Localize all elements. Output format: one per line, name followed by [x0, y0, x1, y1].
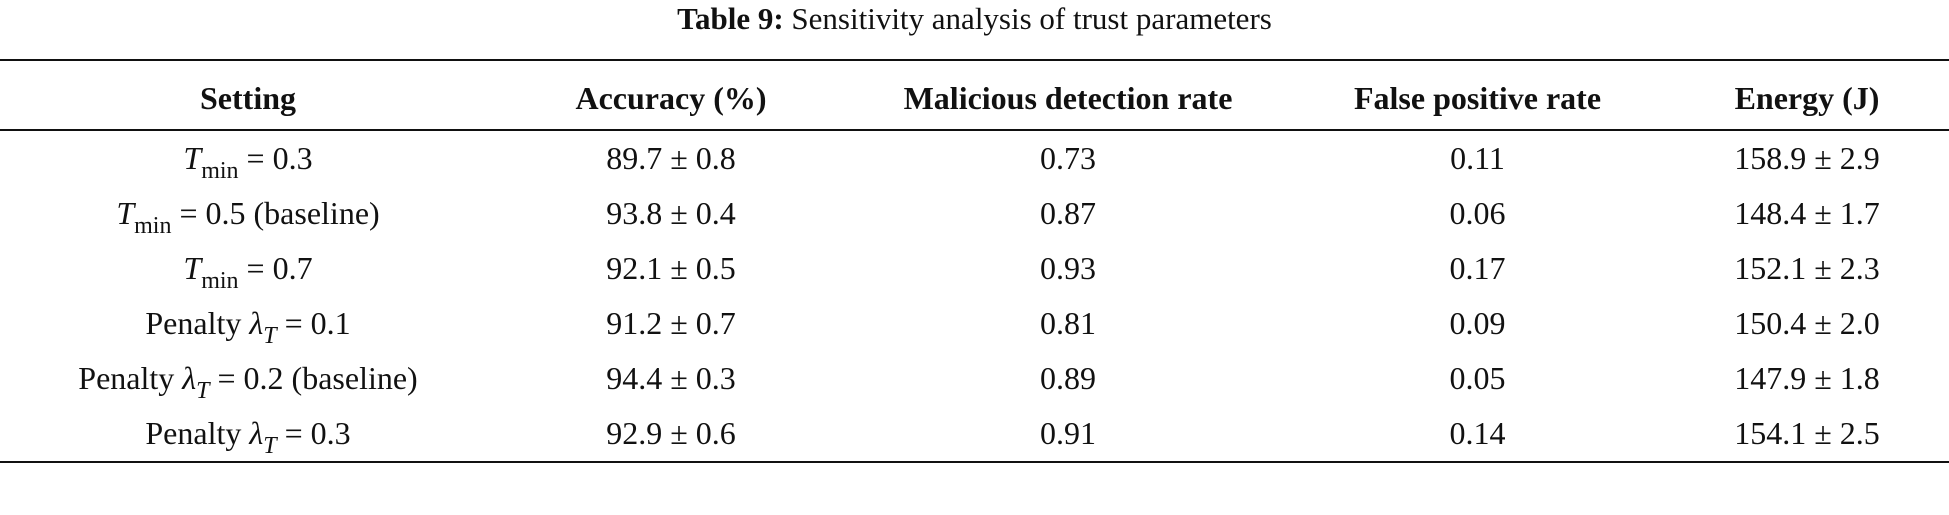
cell-setting: Tmin = 0.7 — [0, 241, 496, 296]
cell-accuracy: 92.9 ± 0.6 — [606, 415, 736, 451]
header-false-positive-rate: False positive rate — [1353, 79, 1602, 116]
cell-energy: 154.1 ± 2.5 — [1734, 415, 1880, 451]
setting-value: = 0.2 (baseline) — [209, 360, 418, 396]
setting-symbol: λ — [249, 415, 264, 451]
setting-subscript: T — [263, 323, 277, 349]
cell-energy: 147.9 ± 1.8 — [1734, 360, 1880, 396]
cell-setting: Penalty λT = 0.2 (baseline) — [0, 351, 496, 406]
cell-accuracy: 94.4 ± 0.3 — [606, 360, 736, 396]
header-setting: Setting — [200, 79, 296, 116]
sensitivity-table: Setting Accuracy (%) Malicious detection… — [0, 59, 1949, 463]
caption-text: Sensitivity analysis of trust parameters — [791, 1, 1272, 36]
cell-detection-rate: 0.73 — [1040, 140, 1096, 176]
table-header: Setting Accuracy (%) Malicious detection… — [0, 60, 1949, 130]
table-row: Tmin = 0.5 (baseline) 93.8 ± 0.4 0.87 0.… — [0, 186, 1949, 241]
setting-value: = 0.5 (baseline) — [171, 195, 380, 231]
cell-setting: Penalty λT = 0.3 — [0, 406, 496, 462]
cell-false-positive-rate: 0.05 — [1449, 360, 1506, 396]
cell-accuracy: 93.8 ± 0.4 — [606, 195, 736, 231]
cell-false-positive-rate: 0.17 — [1449, 250, 1506, 286]
cell-false-positive-rate: 0.09 — [1449, 305, 1506, 341]
table-row: Tmin = 0.7 92.1 ± 0.5 0.93 0.17 152.1 ± … — [0, 241, 1949, 296]
cell-energy: 148.4 ± 1.7 — [1734, 195, 1880, 231]
table-container: Setting Accuracy (%) Malicious detection… — [0, 59, 1949, 463]
cell-false-positive-rate: 0.14 — [1449, 415, 1506, 451]
cell-energy: 158.9 ± 2.9 — [1734, 140, 1880, 176]
header-energy: Energy (J) — [1734, 79, 1880, 116]
setting-symbol: λ — [182, 360, 197, 396]
cell-accuracy: 91.2 ± 0.7 — [606, 305, 736, 341]
setting-subscript: T — [196, 378, 210, 404]
setting-value: = 0.1 — [276, 305, 351, 341]
cell-setting: Tmin = 0.5 (baseline) — [0, 186, 496, 241]
table-row: Penalty λT = 0.3 92.9 ± 0.6 0.91 0.14 15… — [0, 406, 1949, 462]
setting-prefix: Penalty — [78, 360, 183, 396]
cell-setting: Tmin = 0.3 — [0, 130, 496, 186]
setting-subscript: T — [263, 433, 277, 459]
table-row: Penalty λT = 0.1 91.2 ± 0.7 0.81 0.09 15… — [0, 296, 1949, 351]
cell-energy: 152.1 ± 2.3 — [1734, 250, 1880, 286]
cell-detection-rate: 0.89 — [1040, 360, 1096, 396]
setting-prefix: Penalty — [145, 415, 250, 451]
cell-detection-rate: 0.81 — [1040, 305, 1096, 341]
setting-symbol: λ — [249, 305, 264, 341]
cell-accuracy: 92.1 ± 0.5 — [606, 250, 736, 286]
cell-detection-rate: 0.87 — [1040, 195, 1096, 231]
cell-energy: 150.4 ± 2.0 — [1734, 305, 1880, 341]
cell-detection-rate: 0.93 — [1040, 250, 1096, 286]
table-row: Penalty λT = 0.2 (baseline) 94.4 ± 0.3 0… — [0, 351, 1949, 406]
setting-value: = 0.7 — [238, 250, 313, 286]
cell-accuracy: 89.7 ± 0.8 — [606, 140, 736, 176]
table-body: Tmin = 0.3 89.7 ± 0.8 0.73 0.11 158.9 ± … — [0, 130, 1949, 462]
setting-prefix: Penalty — [145, 305, 250, 341]
table-caption: Table 9: Sensitivity analysis of trust p… — [0, 0, 1949, 50]
cell-false-positive-rate: 0.06 — [1449, 195, 1506, 231]
header-accuracy: Accuracy (%) — [575, 79, 767, 116]
setting-symbol: T — [183, 250, 202, 286]
setting-symbol: T — [183, 140, 202, 176]
setting-value: = 0.3 — [238, 140, 313, 176]
table-row: Tmin = 0.3 89.7 ± 0.8 0.73 0.11 158.9 ± … — [0, 130, 1949, 186]
cell-false-positive-rate: 0.11 — [1450, 140, 1505, 176]
setting-subscript: min — [134, 213, 172, 239]
setting-subscript: min — [201, 268, 239, 294]
cell-setting: Penalty λT = 0.1 — [0, 296, 496, 351]
caption-label: Table 9: — [677, 1, 784, 36]
header-detection-rate: Malicious detection rate — [903, 79, 1233, 116]
setting-subscript: min — [201, 158, 239, 184]
header-row: Setting Accuracy (%) Malicious detection… — [0, 60, 1949, 130]
cell-detection-rate: 0.91 — [1040, 415, 1096, 451]
setting-value: = 0.3 — [276, 415, 351, 451]
setting-symbol: T — [116, 195, 135, 231]
